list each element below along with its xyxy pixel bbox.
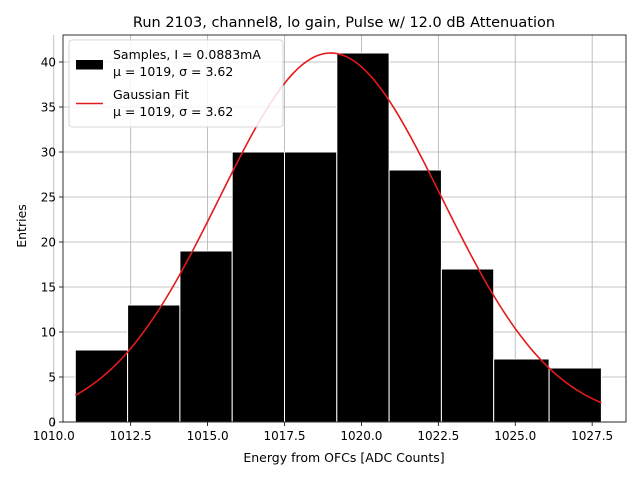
y-tick-label: 10 <box>41 325 56 339</box>
x-tick-label: 1012.5 <box>110 429 152 443</box>
x-tick-label: 1015.0 <box>187 429 229 443</box>
histogram-bar <box>388 169 442 423</box>
y-tick-label: 20 <box>41 235 56 249</box>
x-tick-label: 1010.0 <box>33 429 75 443</box>
chart-title: Run 2103, channel8, lo gain, Pulse w/ 12… <box>133 15 555 31</box>
legend-fit-line2: μ = 1019, σ = 3.62 <box>113 104 233 119</box>
x-axis-label: Energy from OFCs [ADC Counts] <box>243 450 444 465</box>
y-tick-label: 40 <box>41 55 56 69</box>
histogram-bar <box>440 268 495 423</box>
legend-box <box>68 39 284 128</box>
y-tick-label: 25 <box>41 190 56 204</box>
histogram-bar <box>493 358 550 423</box>
y-tick-label: 0 <box>48 415 56 429</box>
axis-ticks: 1010.0 1012.5 1015.0 1017.5 1020.0 1022.5 1025… <box>33 55 613 443</box>
legend-samples-line1: Samples, I = 0.0883mA <box>113 47 261 62</box>
legend-samples-line2: μ = 1019, σ = 3.62 <box>113 64 233 79</box>
legend-fit-line1: Gaussian Fit <box>113 87 189 102</box>
histogram-bar <box>336 52 390 423</box>
histogram-bars <box>74 52 602 423</box>
x-tick-label: 1027.5 <box>571 429 613 443</box>
x-tick-label: 1017.5 <box>264 429 306 443</box>
histogram-bar <box>127 304 181 423</box>
histogram-bar <box>231 151 286 423</box>
y-tick-label: 15 <box>41 280 56 294</box>
x-tick-label: 1025.0 <box>494 429 536 443</box>
y-tick-label: 35 <box>41 100 56 114</box>
x-tick-label: 1022.5 <box>417 429 459 443</box>
gaussian-fit-curve <box>74 52 602 404</box>
y-tick-label: 5 <box>48 370 56 384</box>
y-tick-label: 30 <box>41 145 56 159</box>
histogram-bar <box>284 151 338 423</box>
histogram-bar <box>179 250 233 423</box>
x-tick-label: 1020.0 <box>340 429 382 443</box>
legend: Samples, I = 0.0883mA μ = 1019, σ = 3.62… <box>68 39 284 128</box>
y-axis-label: Entries <box>14 204 29 248</box>
plot-frame <box>62 34 627 423</box>
legend-bar-swatch <box>76 60 103 70</box>
